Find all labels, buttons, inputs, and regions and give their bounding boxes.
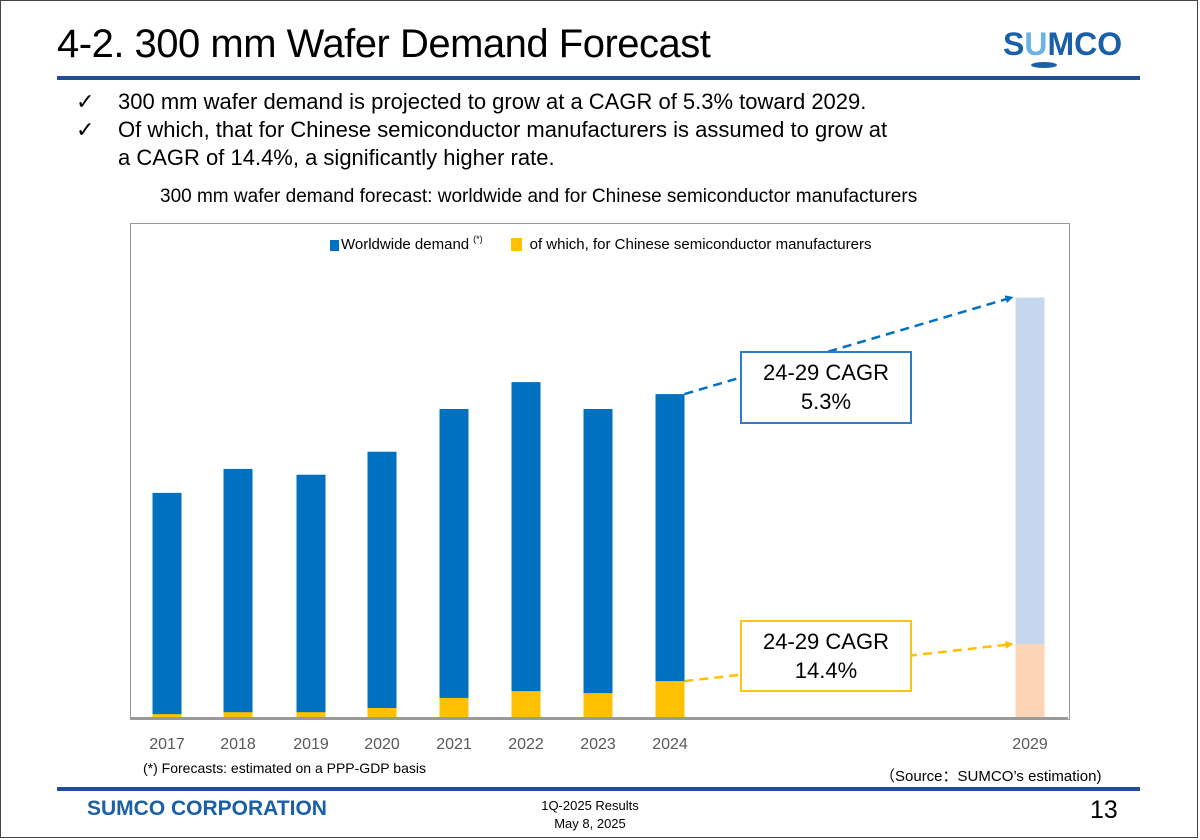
cagr-value: 5.3% [800,389,852,414]
x-tick-label: 2020 [364,736,400,753]
cagr-arrow-worldwide [684,295,1014,396]
chart-area [130,223,1070,720]
legend-label-worldwide: Worldwide demand [341,236,470,253]
cagr-label: 24-29 CAGR [763,629,889,654]
x-tick-label: 2029 [1012,736,1048,753]
logo-text: SUMCO [1003,26,1122,63]
bullet-text: Of which, that for Chinese semiconductor… [118,117,888,142]
x-tick-label: 2019 [293,736,329,753]
bullet-list: ✓ 300 mm wafer demand is projected to gr… [76,88,887,172]
x-tick-label: 2018 [220,736,256,753]
bar-chinese-2022 [511,691,541,718]
legend-swatch-chinese [510,238,522,251]
source-note: （Source：SUMCO’s estimation) [880,768,1102,785]
cagr-annotation-chinese: 24-29 CAGR 14.4% [740,620,912,692]
bar-chinese-2024 [655,681,685,718]
bar-worldwide-2023 [583,408,613,718]
bar-chinese-2021 [439,697,469,718]
results-info: 1Q-2025 Results May 8, 2025 [500,797,680,833]
cagr-annotation-worldwide: 24-29 CAGR 5.3% [740,351,912,424]
sumco-logo: SUMCO [1003,22,1133,70]
bar-worldwide-2019 [296,474,326,718]
bar-worldwide-2021 [439,408,469,718]
bar-worldwide-2020 [367,451,397,718]
x-tick-label: 2017 [149,736,185,753]
results-title: 1Q-2025 Results [541,798,639,813]
cagr-label: 24-29 CAGR [763,360,889,385]
page-number: 13 [1090,796,1118,824]
bar-chinese-2023 [583,693,613,718]
bar-chinese-2017 [152,714,182,718]
bullet-item: ✓ Of which, that for Chinese semiconduct… [76,116,887,172]
slide-title: 4-2. 300 mm Wafer Demand Forecast [57,22,711,66]
bar-chinese-2019 [296,712,326,718]
header-divider [57,76,1140,80]
bar-chinese-2029 [1015,644,1045,718]
bar-chinese-2020 [367,707,397,718]
bar-chinese-2018 [223,712,253,718]
bullet-text: a CAGR of 14.4%, a significantly higher … [118,145,555,170]
chart-legend: Worldwide demand (*) of which, for Chine… [330,234,872,253]
legend-swatch-worldwide [330,240,339,251]
bullet-text: 300 mm wafer demand is projected to grow… [118,89,867,114]
results-date: May 8, 2025 [554,816,626,831]
x-tick-label: 2021 [436,736,472,753]
x-tick-label: 2024 [652,736,688,753]
x-tick-label: 2022 [508,736,544,753]
bullet-item: ✓ 300 mm wafer demand is projected to gr… [76,88,887,116]
legend-footnote-marker: (*) [473,234,483,244]
bar-worldwide-2017 [152,492,182,718]
bar-worldwide-2022 [511,382,541,718]
chart-title: 300 mm wafer demand forecast: worldwide … [160,186,918,207]
check-icon: ✓ [76,117,95,142]
legend-label-chinese: of which, for Chinese semiconductor manu… [529,236,872,253]
logo-letters-mco: MCO [1047,26,1123,62]
footer-divider [57,787,1140,791]
x-tick-label: 2023 [580,736,616,753]
company-name: SUMCO CORPORATION [87,797,327,820]
check-icon: ✓ [76,89,95,114]
logo-wafer-icon [1031,62,1057,68]
bar-worldwide-2018 [223,468,253,718]
chart-footnote: (*) Forecasts: estimated on a PPP-GDP ba… [143,760,426,776]
cagr-arrow-chinese [684,640,1014,683]
logo-letter-u: U [1024,26,1048,62]
bar-worldwide-2024 [655,394,685,718]
cagr-value: 14.4% [794,658,858,683]
logo-letter-s: S [1003,26,1025,62]
